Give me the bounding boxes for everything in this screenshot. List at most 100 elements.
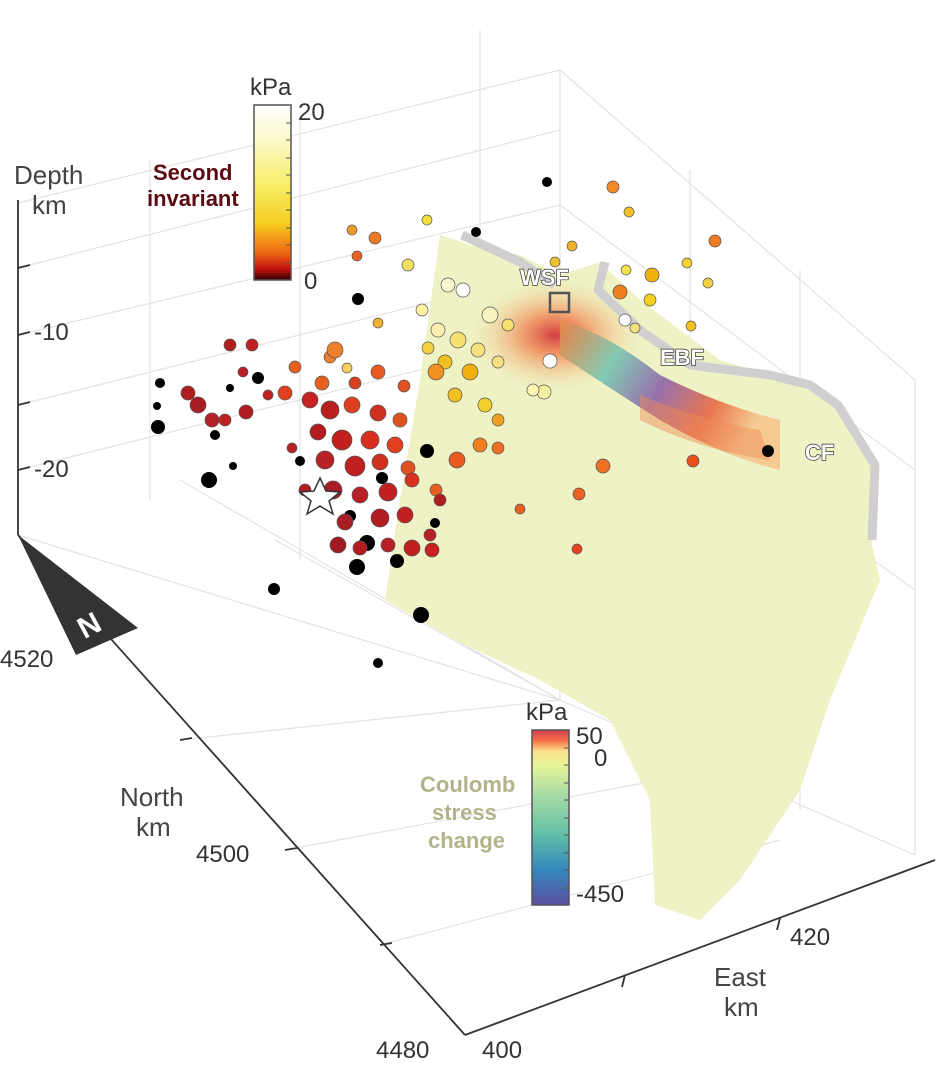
earthquake-point — [542, 177, 552, 187]
earthquake-point — [309, 423, 327, 441]
earthquake-point — [295, 456, 305, 466]
earthquake-point — [372, 317, 384, 329]
colorbar-2-unit: kPa — [526, 699, 568, 726]
earthquake-point — [229, 462, 237, 470]
z-tick-20: -20 — [34, 456, 69, 483]
earthquake-point — [397, 379, 411, 393]
fault-label-cf: CF — [805, 440, 834, 465]
wsf-marker-box — [548, 291, 571, 314]
earthquake-point — [180, 385, 196, 401]
earthquake-point — [644, 267, 660, 283]
east-axis-label-line2: km — [724, 992, 759, 1022]
earthquake-point — [151, 420, 165, 434]
earthquake-point — [623, 206, 635, 218]
earthquake-point — [370, 364, 386, 380]
earthquake-point — [421, 341, 435, 355]
earthquake-point — [226, 384, 234, 392]
north-axis-label-line2: km — [136, 812, 171, 842]
earthquake-point — [437, 354, 453, 370]
earthquake-point — [606, 180, 620, 194]
earthquake-point — [685, 320, 697, 332]
earthquake-point — [542, 353, 558, 369]
earthquake-point — [403, 539, 421, 557]
earthquake-point — [620, 264, 632, 276]
fault-traces — [460, 230, 880, 541]
earthquake-point — [268, 583, 280, 595]
earthquake-point — [536, 384, 552, 400]
earthquake-point — [491, 413, 505, 427]
earthquake-point — [472, 437, 488, 453]
z-tick-10: -10 — [34, 319, 69, 346]
earthquake-point — [341, 362, 353, 374]
earthquake-point — [448, 451, 466, 469]
colorbar-spectral-ramp — [531, 729, 570, 906]
earthquake-point — [352, 540, 368, 556]
earthquake-point — [320, 400, 340, 420]
earthquake-point — [237, 366, 249, 378]
mainshock-star-icon — [298, 476, 342, 516]
earthquake-point — [378, 482, 398, 502]
earthquake-point — [392, 412, 408, 428]
earthquake-point — [376, 472, 388, 484]
north-axis-label-line1: North — [120, 782, 184, 812]
earthquake-point — [352, 293, 364, 305]
earthquake-point — [470, 342, 486, 358]
colorbar-2-zero: 0 — [594, 745, 607, 772]
earthquake-point — [708, 234, 722, 248]
z-axis-label-line2: km — [32, 190, 67, 220]
earthquake-point — [440, 277, 456, 293]
earthquake-point — [331, 429, 353, 451]
earthquake-point — [369, 404, 387, 422]
earthquake-point — [210, 430, 220, 440]
earthquake-point — [681, 257, 693, 269]
colorbar-1-unit: kPa — [250, 74, 292, 101]
earthquake-point — [348, 376, 362, 390]
north-arrow-icon — [18, 535, 138, 655]
earthquake-point — [449, 331, 467, 349]
colorbar-2-title-line3: change — [428, 828, 505, 853]
earthquake-point — [595, 458, 611, 474]
earthquake-point — [370, 508, 390, 528]
earthquake-point — [501, 318, 515, 332]
colorbar-2-max: 50 — [576, 723, 603, 750]
north-tick-4520: 4520 — [0, 646, 53, 673]
north-tick-4500: 4500 — [196, 841, 249, 868]
earthquake-point — [430, 322, 446, 338]
earthquake-point — [526, 383, 540, 397]
earthquake-points — [151, 177, 774, 668]
earthquake-point — [415, 303, 429, 317]
earthquake-point — [481, 306, 499, 324]
earthquake-point — [155, 378, 165, 388]
earthquake-point — [686, 454, 700, 468]
colorbar-1-max: 20 — [298, 99, 325, 126]
earthquake-point — [218, 413, 232, 427]
earthquake-point — [380, 537, 396, 553]
earthquake-point — [514, 503, 526, 515]
earthquake-point — [571, 543, 583, 555]
earthquake-point — [566, 240, 578, 252]
earthquake-point — [461, 363, 479, 381]
earthquake-point — [351, 250, 363, 262]
earthquake-point — [491, 355, 505, 369]
earthquake-point — [336, 513, 354, 531]
earthquake-point — [368, 231, 382, 245]
earthquake-point — [401, 258, 415, 272]
axis-labels: Depth km North km East km — [14, 160, 767, 1022]
earthquake-point — [702, 277, 714, 289]
earthquake-point — [329, 536, 347, 554]
tick-labels: -10 -20 4520 4500 4480 400 420 — [0, 319, 830, 1064]
colorbar-2-title-line1: Coulomb — [420, 772, 515, 797]
colorbar-second-invariant: kPa 20 0 Second invariant — [147, 74, 325, 295]
earthquake-point — [360, 430, 380, 450]
colorbar-coulomb-stress: kPa 50 0 -450 Coulomb stress change — [420, 699, 624, 908]
earthquake-point — [301, 391, 319, 409]
earthquake-point — [477, 397, 493, 413]
z-axis-label-line1: Depth — [14, 160, 83, 190]
earthquake-point — [201, 472, 217, 488]
earthquake-point — [288, 360, 302, 374]
earthquake-point — [427, 363, 445, 381]
earthquake-point — [471, 227, 481, 237]
earthquake-point — [491, 441, 505, 455]
colorbar-hot-ramp — [253, 104, 292, 281]
earthquake-point — [629, 322, 641, 334]
